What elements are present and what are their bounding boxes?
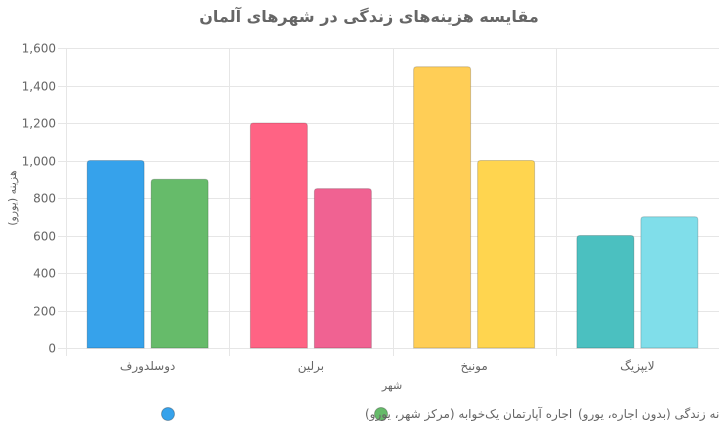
x-tick-label: دوسلدورف [120,359,176,374]
bar-rent-2[interactable] [249,122,308,349]
bar-living-cost-2[interactable] [313,188,372,349]
bar-rent-1[interactable] [86,160,145,349]
x-tick-label: برلین [298,359,324,374]
y-tick-label: 0 [48,342,56,356]
y-tick-label: 200 [33,305,56,319]
bar-living-cost-3[interactable] [477,160,536,349]
y-tick-label: 1,000 [22,155,56,169]
y-tick-label: 1,600 [22,42,56,56]
legend-swatch[interactable] [161,407,175,421]
y-tick-label: 1,400 [22,80,56,94]
x-tick-label: مونیخ [460,359,487,374]
bar-living-cost-4[interactable] [640,216,699,349]
bar-rent-3[interactable] [413,66,472,349]
y-axis: 0 200 400 600 800 1,000 1,200 1,400 1,600 [22,42,56,356]
y-tick-label: 1,200 [22,117,56,131]
x-tick-label: لایپزیگ [620,359,655,374]
legend-label[interactable]: هزینه ماهانه زندگی (بدون اجاره، یورو) [578,407,719,422]
bar-rent-4[interactable] [576,235,635,349]
bars-layer [86,66,699,349]
chart-title: مقایسه هزینه‌های زندگی در شهرهای آلمان [199,6,539,26]
legend-swatch[interactable] [374,407,388,421]
y-tick-label: 800 [33,192,56,206]
x-axis-title: شهر [381,379,402,392]
x-axis: دوسلدورف برلین مونیخ لایپزیگ [120,359,655,374]
legend-label[interactable]: اجاره آپارتمان یک‌خوابه (مرکز شهر، یورو) [365,406,572,422]
y-tick-label: 600 [33,230,56,244]
y-tick-label: 400 [33,267,56,281]
legend: هزینه ماهانه زندگی (بدون اجاره، یورو) اجا… [161,406,719,422]
bar-living-cost-1[interactable] [150,178,209,349]
y-axis-title: هزینه (یورو) [6,170,19,226]
